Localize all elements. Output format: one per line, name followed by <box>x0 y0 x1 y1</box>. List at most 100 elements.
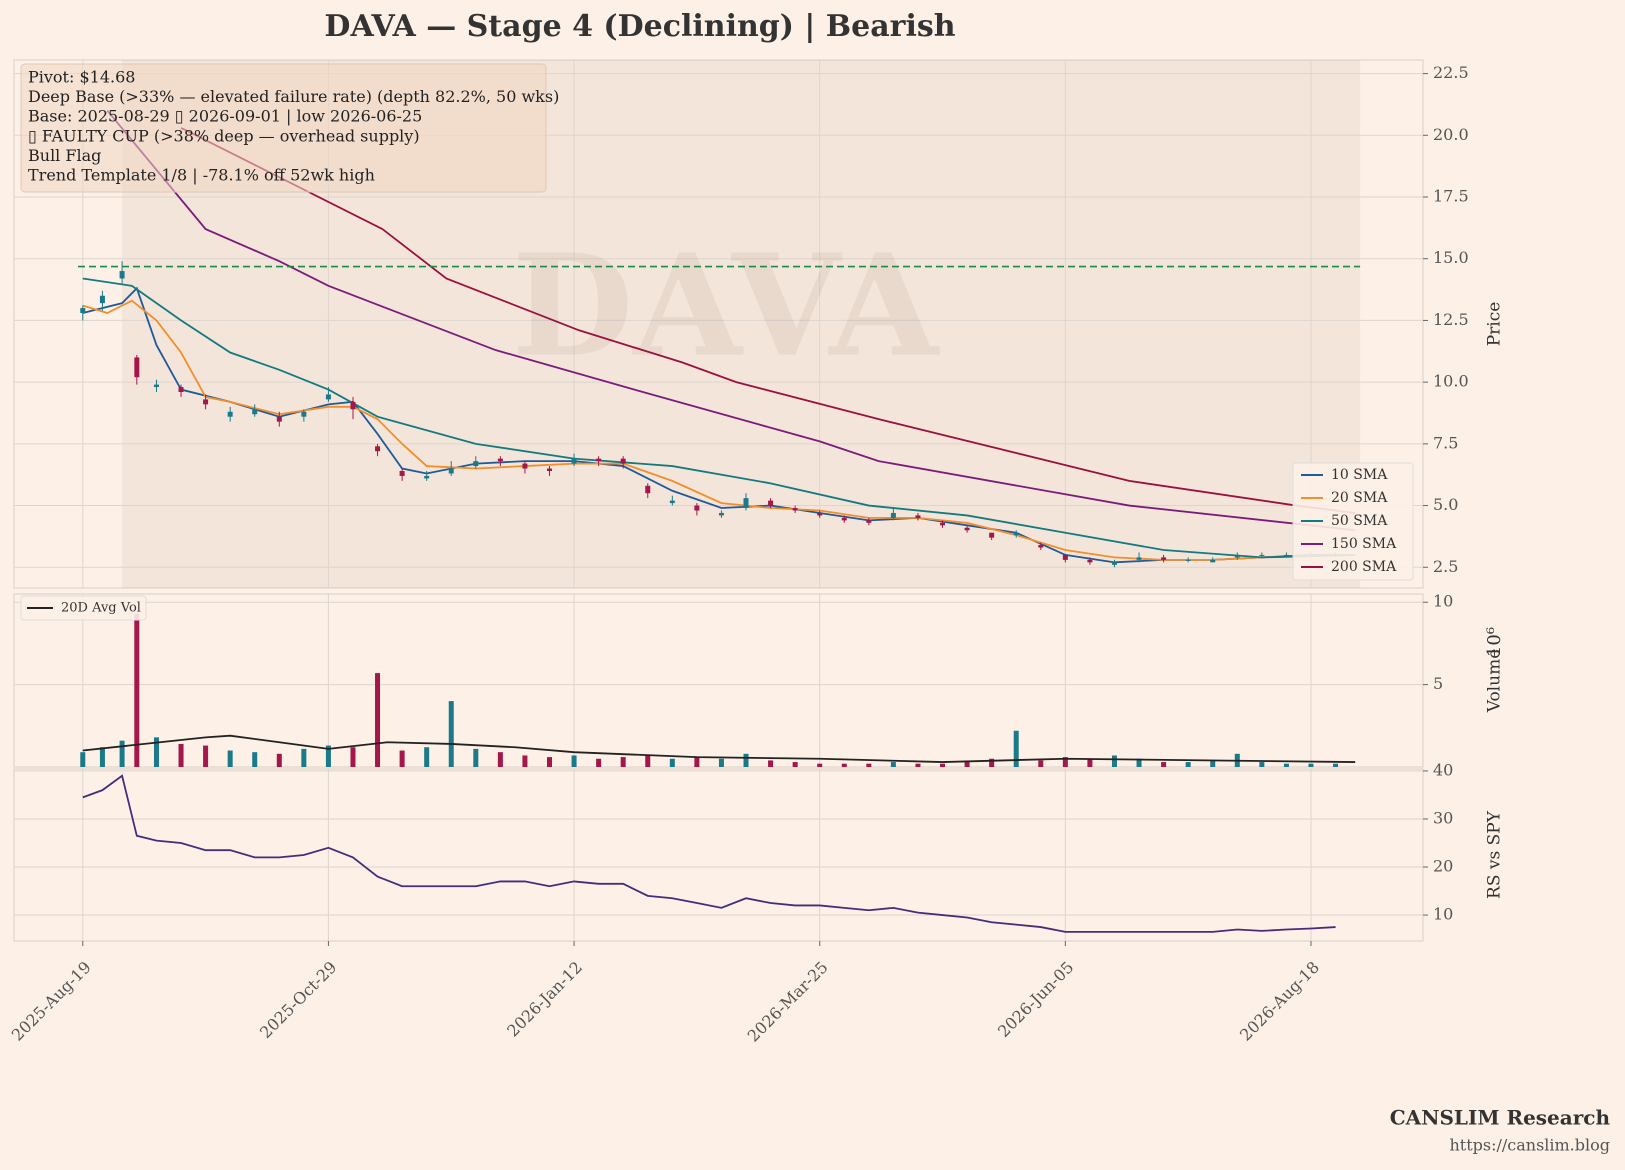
volume-bar <box>375 673 381 767</box>
candle-body <box>134 357 140 378</box>
volume-bar <box>841 763 847 767</box>
panel: 2025-Aug-19 2025-Oct-29 2026-Jan-12 2026-Ma… <box>8 760 1505 1045</box>
y-axis-label: RS vs SPY <box>1485 810 1505 899</box>
candle-body <box>80 308 86 314</box>
volume-bar <box>350 747 356 767</box>
y-tick-label: 12.5 <box>1433 310 1469 329</box>
annotation-text: Pivot: $14.68 <box>28 68 135 87</box>
watermark: DAVA <box>512 225 941 389</box>
candle-body <box>424 475 430 479</box>
candle-body <box>546 468 552 471</box>
candle-body <box>448 468 454 474</box>
y-tick-label: 10 <box>1433 592 1453 611</box>
candle-body <box>694 505 700 511</box>
candle-body <box>301 411 307 417</box>
candle-body <box>99 295 105 304</box>
candle-body <box>203 399 209 405</box>
sma-line <box>106 110 1356 532</box>
x-tick-label: 2025-Aug-19 <box>8 958 95 1045</box>
x-tick-label: 2026-Mar-25 <box>744 958 832 1046</box>
candle-body <box>915 515 921 518</box>
candle-body <box>989 532 995 538</box>
candle-body <box>497 458 503 462</box>
volume-bar <box>448 701 454 767</box>
footer-brand: CANSLIM Research <box>1390 1106 1611 1130</box>
volume-bar <box>497 752 503 767</box>
volume-bar <box>134 613 140 767</box>
panel-frame <box>13 59 1424 589</box>
candle-body <box>399 470 405 476</box>
volume-bar <box>1111 755 1117 767</box>
candle-body <box>1136 557 1142 560</box>
volume-bar <box>276 753 282 767</box>
candle-body <box>792 508 798 511</box>
volume-bar <box>1062 757 1068 767</box>
annotation-text: Bull Flag <box>28 146 101 165</box>
panel-frame <box>13 593 1424 768</box>
y-axis-exponent: 10⁶ <box>1484 627 1505 657</box>
candle-body <box>596 458 602 462</box>
candle-body <box>768 500 774 506</box>
volume-bar <box>694 757 700 767</box>
annotation-text: Base: 2025-08-29 ▯ 2026-09-01 | low 2026… <box>28 107 422 126</box>
volume-bar <box>866 763 872 767</box>
candle-body <box>1087 559 1093 563</box>
legend-label: 50 SMA <box>1331 513 1388 529</box>
y-tick-label: 40 <box>1433 760 1453 779</box>
candle-body <box>119 271 125 279</box>
legend-box <box>1292 462 1414 581</box>
volume-bar <box>645 755 651 767</box>
volume-bar <box>817 763 823 767</box>
volume-bar <box>1210 760 1216 767</box>
volume-bar <box>743 753 749 767</box>
candle-body <box>841 517 847 521</box>
y-tick-label: 5.0 <box>1433 495 1458 514</box>
candle-body <box>964 527 970 531</box>
candle-body <box>522 463 528 469</box>
legend-label: 20D Avg Vol <box>61 601 141 616</box>
candle-body <box>1111 562 1117 565</box>
y-tick-label: 30 <box>1433 808 1453 827</box>
candle-body <box>1210 559 1216 563</box>
y-tick-label: 17.5 <box>1433 186 1469 205</box>
footer-url: https://canslim.blog <box>1449 1136 1610 1155</box>
y-tick-label: 5 <box>1433 674 1443 693</box>
plot-area <box>14 594 1423 767</box>
volume-bar <box>325 745 331 767</box>
volume-bar <box>718 758 724 767</box>
annotation-text: Deep Base (>33% — elevated failure rate)… <box>28 87 559 106</box>
volume-bar <box>989 758 995 767</box>
y-tick-label: 20.0 <box>1433 125 1469 144</box>
legend-label: 200 SMA <box>1331 559 1397 575</box>
volume-bar <box>1259 762 1265 767</box>
volume-bar <box>792 762 798 767</box>
volume-bar <box>596 758 602 767</box>
volume-bar <box>1283 763 1289 767</box>
volume-bar <box>1308 763 1314 767</box>
y-tick-label: 15.0 <box>1433 248 1469 267</box>
y-tick-label: 2.5 <box>1433 557 1458 576</box>
plot-area: DAVA <box>14 60 1423 588</box>
candle-body <box>276 416 282 422</box>
candle-body <box>1161 557 1167 560</box>
annotation-box <box>20 63 547 193</box>
candle-body <box>227 411 233 417</box>
plot-area <box>14 769 1423 941</box>
volume-bar <box>546 757 552 767</box>
x-tick-label: 2026-Aug-18 <box>1236 958 1323 1045</box>
candle-body <box>325 394 331 400</box>
sma-line <box>180 127 1356 514</box>
y-tick-label: 22.5 <box>1433 63 1469 82</box>
legend-label: 10 SMA <box>1331 467 1388 483</box>
volume-bar <box>153 737 159 767</box>
volume-bar <box>1136 758 1142 767</box>
candle-body <box>252 409 258 415</box>
y-tick-label: 10.0 <box>1433 372 1469 391</box>
volume-bar <box>522 755 528 767</box>
y-axis-label: Volume <box>1485 649 1505 714</box>
x-tick-label: 2026-Jan-12 <box>503 958 586 1041</box>
candle-body <box>940 522 946 526</box>
annotation-text: ▯ FAULTY CUP (>38% deep — overhead suppl… <box>28 126 420 145</box>
